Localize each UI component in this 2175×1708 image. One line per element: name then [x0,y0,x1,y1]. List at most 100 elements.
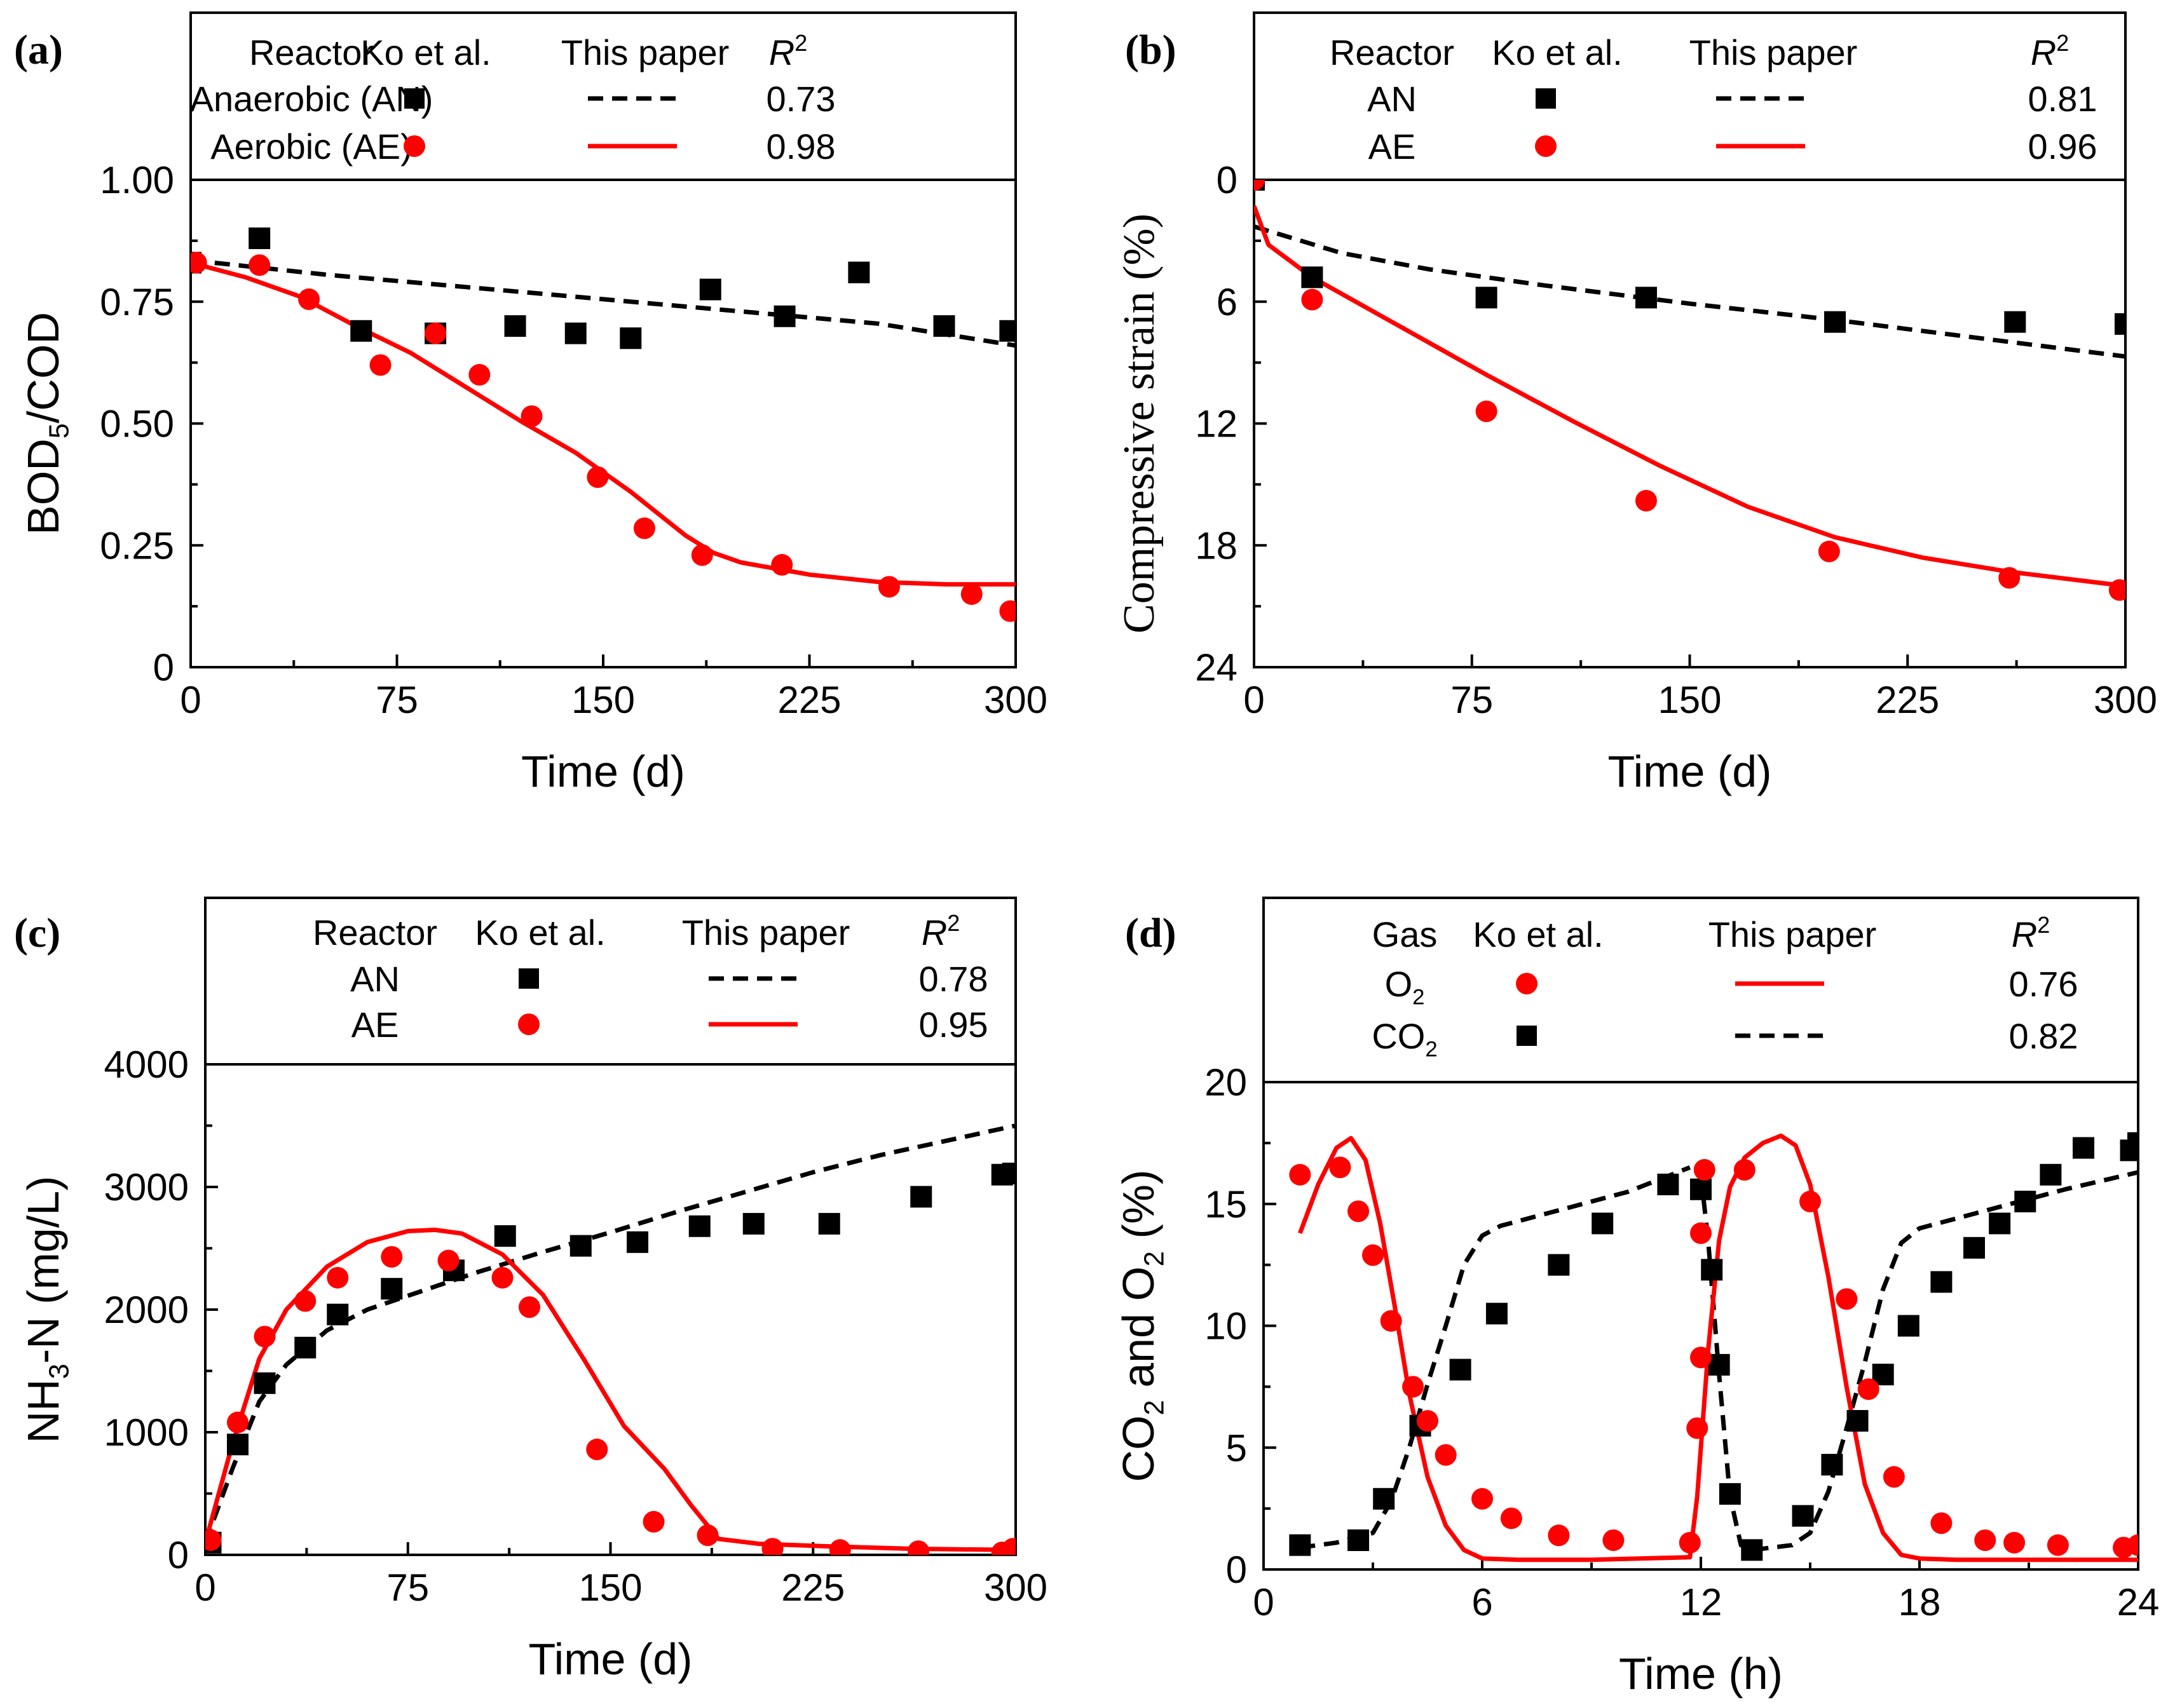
data-point-square [1449,1359,1471,1381]
data-point-circle [2003,1531,2026,1554]
data-point-square [1708,1353,1730,1376]
data-point-square [1347,1529,1370,1551]
legend-header: This paper [682,912,850,952]
y-tick-label: 6 [1217,281,1238,323]
data-point-circle [468,363,491,386]
panel-label: (d) [1125,910,1176,956]
legend-header-r2: R2 [2031,30,2069,72]
x-tick-label: 0 [1243,679,1264,721]
model-line [205,1123,1016,1543]
data-point-circle [381,1246,403,1268]
x-tick-label: 75 [1450,679,1493,721]
model-line [205,1228,1016,1552]
data-point-square [254,1372,276,1394]
legend-marker-circle [404,135,425,157]
y-tick-label: 10 [1204,1305,1247,1348]
y-tick-label: 24 [1195,646,1238,689]
data-point-circle [2108,579,2125,601]
data-point-circle [586,1439,608,1461]
model-line [1698,1170,2138,1552]
data-point-square [1301,266,1323,288]
x-tick-label: 225 [1876,679,1939,721]
data-point-circle [1883,1466,1905,1488]
data-point-square [1897,1315,1919,1337]
y-tick-label: 5 [1226,1427,1247,1469]
data-point-square [1289,1534,1311,1556]
data-point-circle [1679,1531,1701,1554]
data-point-circle [1693,1159,1715,1181]
data-point-circle [1289,1163,1311,1186]
x-tick-label: 6 [1471,1581,1492,1623]
legend-label: Anaerobic (AN) [190,79,433,119]
data-point-square [2073,1137,2094,1159]
data-point-square [1701,1259,1723,1281]
data-point-circle [633,517,655,539]
legend: Reactor Ko et al. This paper R2 AN 0.81 AE 0.96 [1330,30,2097,166]
x-tick-label: 300 [2094,679,2157,721]
legend-r2-value: 0.81 [2028,79,2097,119]
chart-panel-b: 0 75 150 225 300 0 6 12 18 24 Time (d) Compressive … [1115,11,2157,796]
x-tick-label: 24 [2117,1581,2160,1623]
y-tick-label: 0.75 [100,281,174,323]
legend-label: AE [351,1005,399,1045]
x-tick-label: 0 [1253,1581,1274,1623]
data-point-circle [1548,1524,1570,1547]
data-point-square [1635,287,1657,309]
x-tick-label: 150 [571,679,635,721]
data-point-square [1485,1303,1508,1325]
data-point-circle [1500,1507,1522,1529]
data-point-square [249,227,271,250]
data-point-circle [1475,400,1497,423]
data-point-square [818,1212,840,1235]
data-point-square [227,1434,249,1456]
legend: Reactor Ko et al. This paper R2 AN 0.78 AE 0.95 [313,910,988,1045]
data-point-circle [1329,1156,1351,1179]
data-point-circle [1301,288,1323,311]
legend-header: This paper [561,32,730,72]
model-line [191,261,1016,587]
data-point-square [1548,1254,1570,1276]
data-point-square [1930,1271,1953,1293]
data-point-circle [771,553,793,576]
y-tick-label: 0.50 [100,403,174,445]
data-point-circle [999,600,1016,622]
data-point-circle [1471,1488,1493,1510]
data-point-square [2004,311,2026,333]
x-tick-label: 300 [984,1566,1047,1609]
y-tick-label: 0 [168,1534,189,1576]
data-point-square [2014,1190,2036,1212]
data-point-square [774,305,796,327]
y-tick-label: 18 [1195,524,1238,567]
data-point-circle [327,1266,349,1289]
data-point-circle [521,405,543,427]
panel-label: (a) [14,27,63,73]
plot-area [1289,1132,2138,1562]
data-point-circle [1836,1288,1858,1310]
legend-header: Ko et al. [360,32,491,72]
data-point-circle [1857,1378,1879,1400]
x-tick-label: 75 [386,1566,429,1609]
data-point-circle [908,1540,929,1555]
data-point-square [1846,1410,1869,1432]
x-tick-label: 18 [1899,1581,1941,1623]
legend-marker-circle [1516,973,1538,994]
data-point-square [1963,1237,1985,1259]
data-point-circle [643,1510,665,1533]
data-point-square [688,1215,711,1237]
legend-header-r2: R2 [2012,912,2050,954]
data-point-square [699,278,721,301]
data-point-square [620,327,642,349]
data-point-square [1792,1505,1814,1527]
legend-header: Reactor [1330,32,1454,72]
data-point-circle [227,1411,249,1434]
x-axis-label: Time (h) [1619,1649,1783,1698]
data-point-square [1657,1174,1679,1196]
y-tick-label: 0.25 [100,524,174,567]
chart-panel-a: 0 75 150 225 300 0 0.25 0.50 0.75 1.00 Time (d) BOD… [14,11,1047,796]
data-point-circle [369,354,392,376]
data-point-circle [2047,1534,2069,1556]
panel-label: (c) [14,910,60,956]
legend-r2-value: 0.82 [2009,1016,2078,1056]
